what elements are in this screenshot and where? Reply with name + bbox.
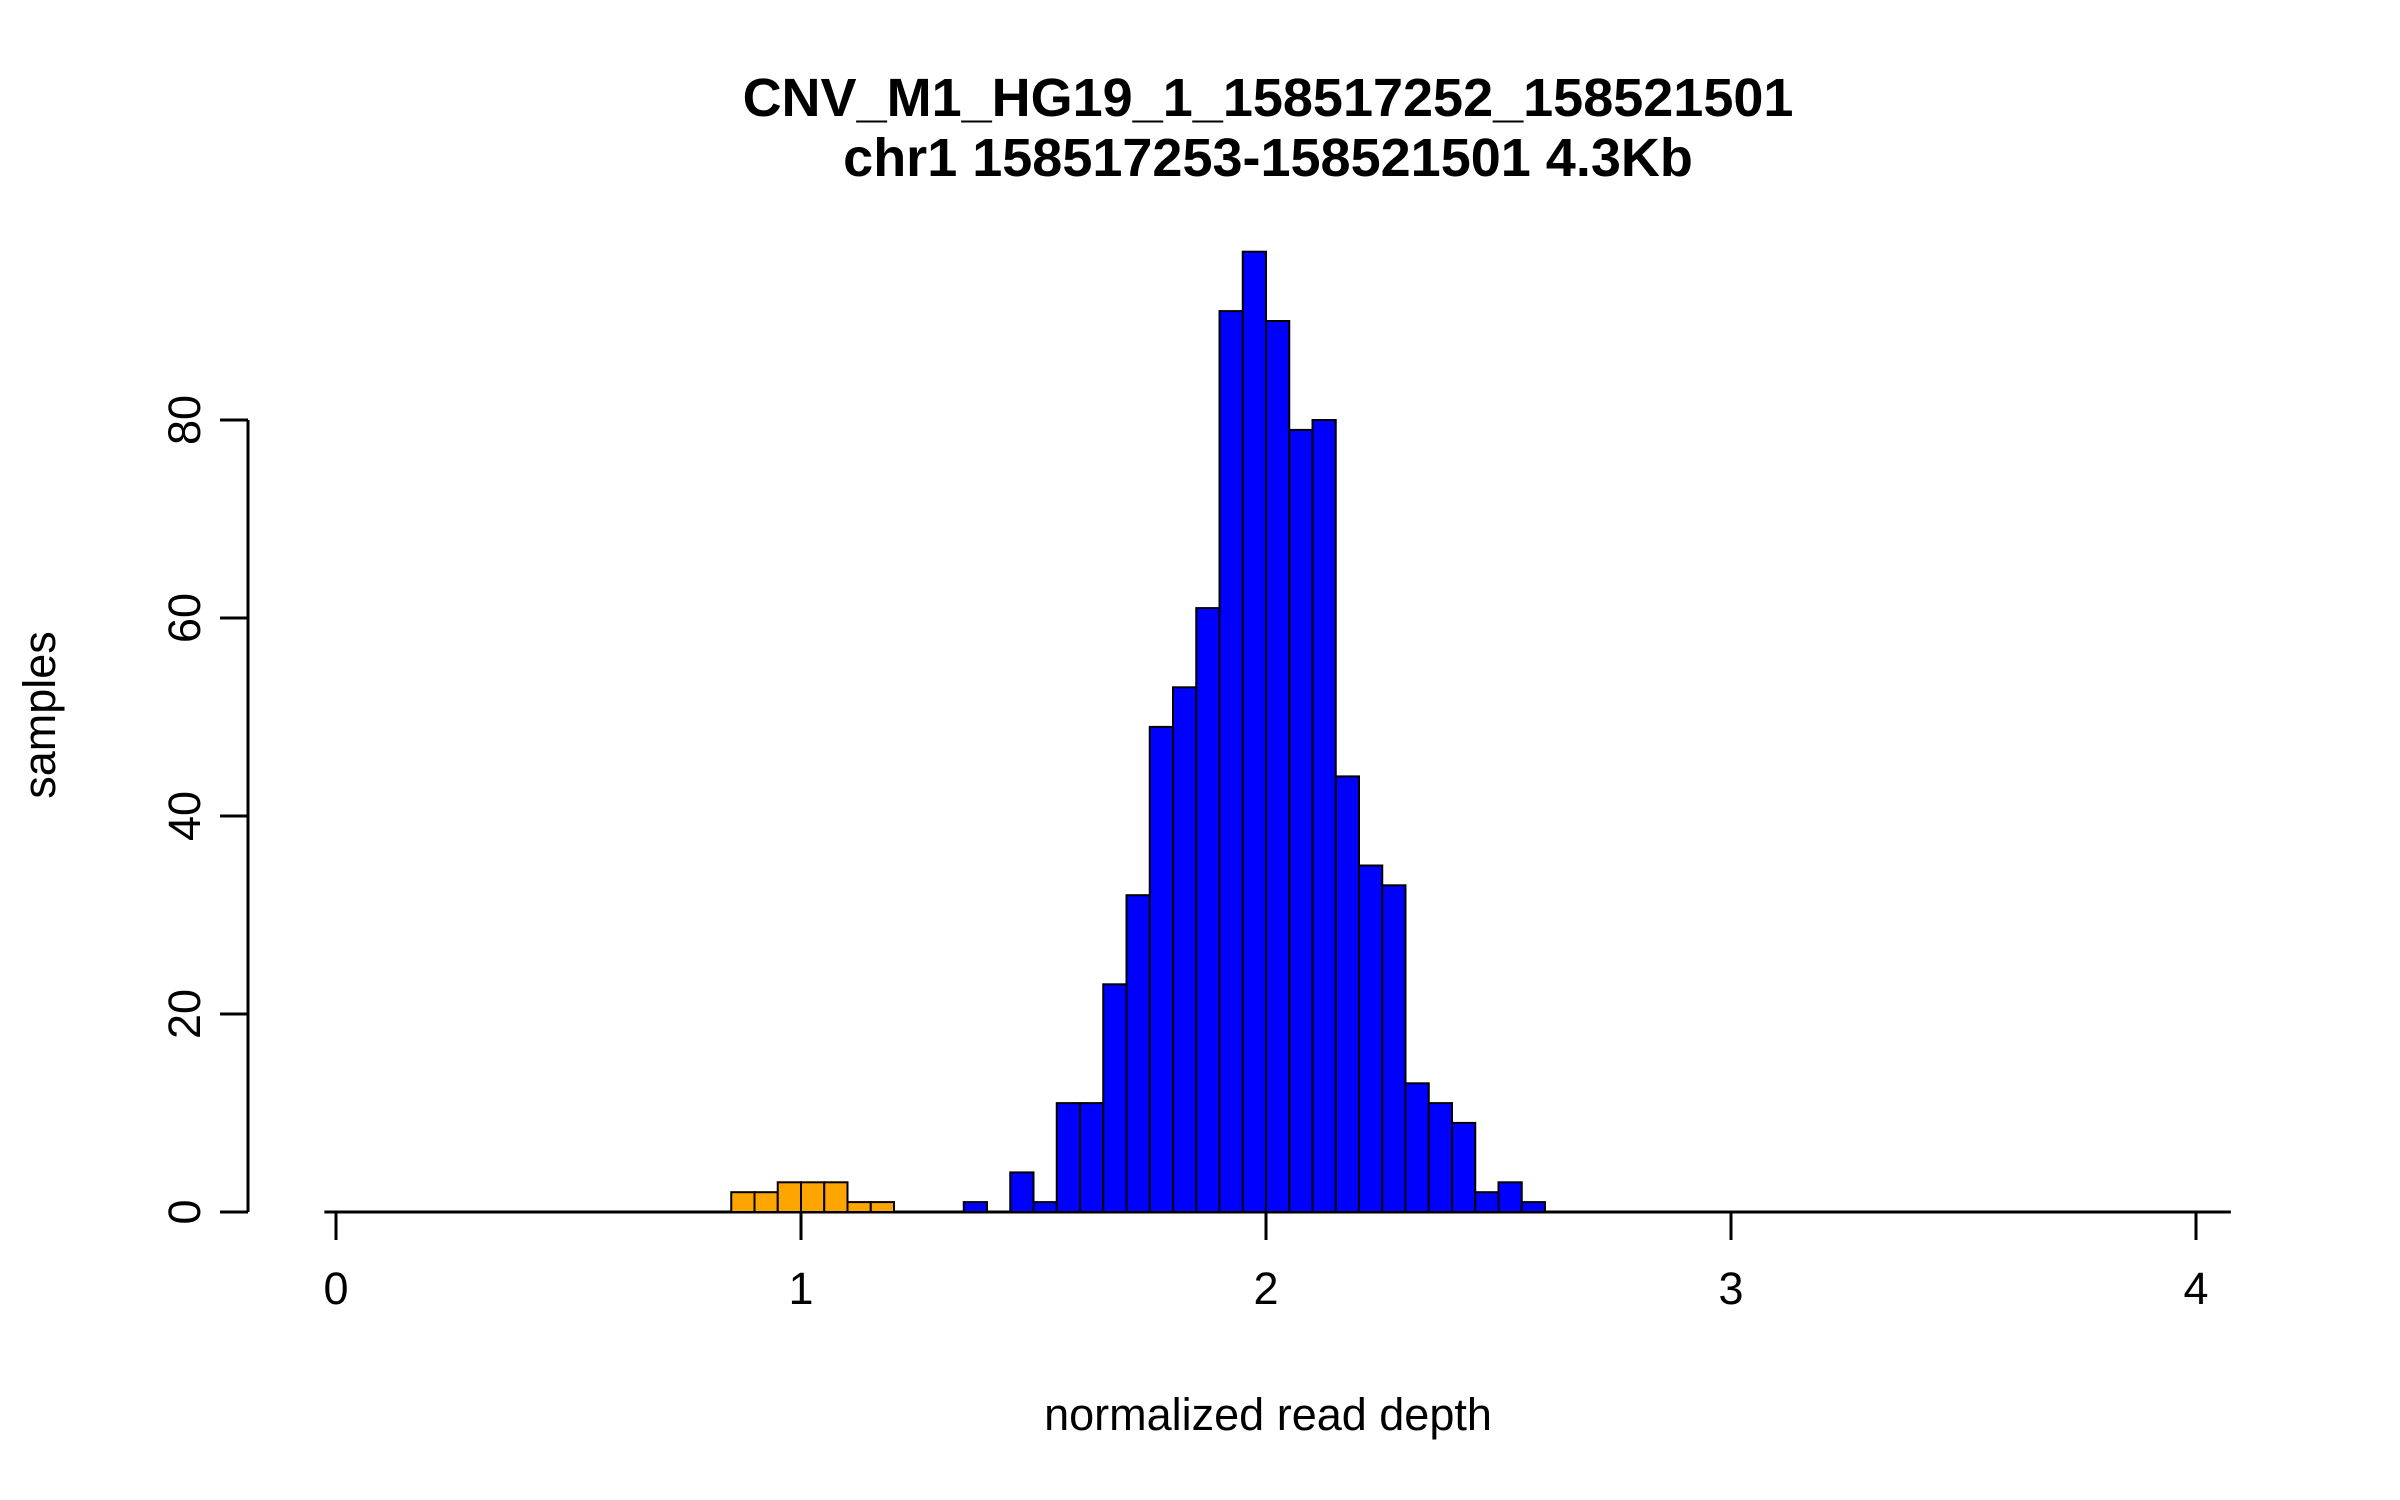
bar-blue-19 — [1427, 1102, 1453, 1213]
bar-blue-21 — [1474, 1191, 1500, 1213]
bar-blue-11 — [1241, 250, 1267, 1213]
bar-blue-20 — [1451, 1121, 1477, 1214]
bar-blue-10 — [1218, 310, 1244, 1214]
y-tick-label: 0 — [159, 1199, 210, 1224]
bar-blue-16 — [1358, 864, 1384, 1213]
x-tick-label: 0 — [323, 1263, 348, 1314]
y-tick-label: 20 — [159, 989, 210, 1039]
chart-title: CNV_M1_HG19_1_158517252_158521501 — [743, 68, 1794, 128]
bar-orange-2 — [776, 1181, 802, 1214]
bar-orange-5 — [846, 1201, 872, 1213]
bar-orange-6 — [869, 1201, 895, 1213]
bar-blue-18 — [1404, 1082, 1430, 1214]
bar-blue-22 — [1497, 1181, 1523, 1214]
x-tick-label: 3 — [1718, 1263, 1743, 1314]
x-tick-label: 4 — [2183, 1263, 2208, 1314]
bar-blue-14 — [1311, 419, 1337, 1213]
x-tick-label: 2 — [1253, 1263, 1278, 1314]
bar-blue-12 — [1265, 320, 1291, 1213]
bars-layer — [324, 250, 2231, 1214]
bar-blue-23 — [1520, 1201, 1546, 1213]
y-axis-label: samples — [14, 631, 65, 799]
bar-blue-6 — [1125, 894, 1151, 1213]
x-axis-label: normalized read depth — [1044, 1389, 1492, 1440]
bar-blue-13 — [1288, 428, 1314, 1213]
y-tick-label: 40 — [159, 791, 210, 841]
bar-blue-0 — [962, 1201, 988, 1213]
bar-blue-17 — [1381, 884, 1407, 1213]
bar-orange-1 — [753, 1191, 779, 1213]
y-tick-label: 60 — [159, 593, 210, 643]
bar-blue-2 — [1032, 1201, 1058, 1213]
bar-blue-7 — [1148, 725, 1174, 1214]
bar-blue-15 — [1334, 775, 1360, 1214]
bar-orange-4 — [823, 1181, 849, 1214]
bar-blue-1 — [1009, 1171, 1035, 1214]
bar-blue-8 — [1172, 686, 1198, 1213]
bar-blue-5 — [1102, 983, 1128, 1213]
bar-blue-4 — [1079, 1102, 1105, 1213]
bar-orange-3 — [800, 1181, 826, 1214]
bar-blue-9 — [1195, 607, 1221, 1213]
bar-orange-0 — [730, 1191, 756, 1213]
x-tick-label: 1 — [788, 1263, 813, 1314]
bar-blue-3 — [1055, 1102, 1081, 1213]
y-tick-label: 80 — [159, 395, 210, 445]
chart-subtitle: chr1 158517253-158521501 4.3Kb — [843, 128, 1693, 188]
